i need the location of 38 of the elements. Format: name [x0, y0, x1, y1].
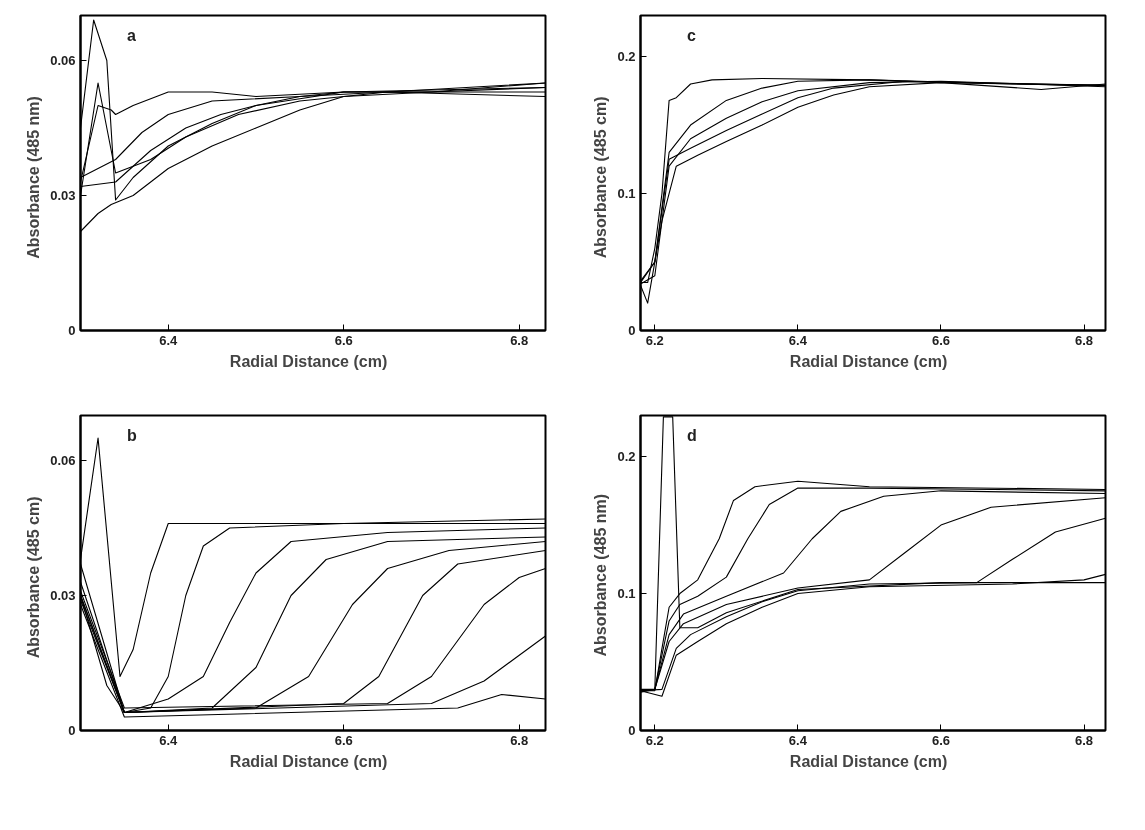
- y-tick-label: 0.03: [50, 588, 76, 603]
- x-axis-title: Radial Distance (cm): [229, 352, 388, 370]
- x-tick-label: 6.8: [510, 332, 529, 348]
- x-tick-label: 6.4: [788, 732, 808, 748]
- y-tick-label: 0: [628, 323, 636, 338]
- y-tick-label: 0.06: [50, 453, 76, 468]
- annotation: c: [687, 26, 696, 44]
- x-tick-label: 6.2: [645, 332, 664, 348]
- x-tick-label: 6.6: [931, 732, 950, 748]
- annotation: d: [687, 426, 697, 444]
- x-tick-label: 6.8: [1075, 732, 1094, 748]
- x-tick-label: 6.8: [1075, 332, 1094, 348]
- y-tick-label: 0.2: [617, 49, 636, 65]
- x-tick-label: 6.6: [334, 732, 353, 748]
- x-axis-title: Radial Distance (cm): [789, 752, 948, 770]
- y-tick-label: 0: [628, 723, 636, 738]
- y-tick-label: 0.1: [617, 586, 636, 602]
- annotation: a: [127, 26, 136, 44]
- x-axis-title: Radial Distance (cm): [229, 752, 388, 770]
- x-tick-label: 6.4: [159, 732, 179, 748]
- x-tick-label: 6.2: [645, 732, 664, 748]
- x-tick-label: 6.6: [931, 332, 950, 348]
- y-axis-title: Absorbance (485 nm): [25, 96, 43, 259]
- y-tick-label: 0: [68, 723, 76, 738]
- x-axis-title: Radial Distance (cm): [789, 352, 948, 370]
- x-tick-label: 6.8: [510, 732, 529, 748]
- x-tick-label: 6.6: [334, 332, 353, 348]
- y-axis-title: Absorbance (485 nm): [592, 493, 610, 657]
- y-axis-title: Absorbance (485 cm): [592, 96, 610, 259]
- y-axis-title: Absorbance (485 cm): [25, 496, 43, 659]
- y-tick-label: 0.1: [617, 186, 636, 202]
- y-tick-label: 0.06: [50, 53, 76, 68]
- annotation: b: [127, 426, 137, 444]
- x-tick-label: 6.4: [159, 332, 179, 348]
- y-tick-label: 0.03: [50, 188, 76, 203]
- y-tick-label: 0.2: [617, 449, 636, 465]
- x-tick-label: 6.4: [788, 332, 808, 348]
- y-tick-label: 0: [68, 323, 76, 338]
